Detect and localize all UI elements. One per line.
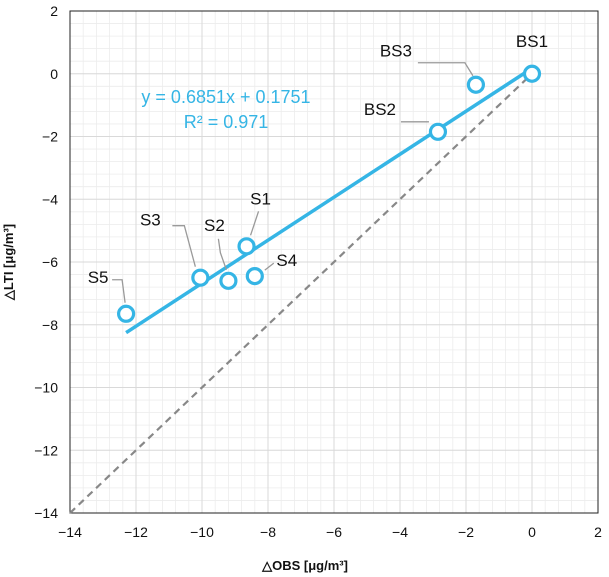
fit-equation: y = 0.6851x + 0.1751 bbox=[141, 87, 310, 107]
y-tick-label: −4 bbox=[42, 191, 58, 207]
point-label: S2 bbox=[204, 216, 225, 235]
point-label: S5 bbox=[88, 268, 109, 287]
point-label: S1 bbox=[250, 189, 271, 208]
y-tick-label: −2 bbox=[42, 129, 58, 145]
r-squared: R² = 0.971 bbox=[184, 112, 269, 132]
y-tick-label: −12 bbox=[34, 442, 58, 458]
data-point bbox=[219, 271, 238, 290]
y-tick-labels: −14 −12 −10 −8 −6 −4 −2 0 2 bbox=[34, 3, 58, 521]
label-leaders bbox=[112, 62, 474, 303]
x-tick-label: −12 bbox=[124, 524, 148, 540]
y-tick-label: −6 bbox=[42, 254, 58, 270]
data-point bbox=[466, 75, 485, 94]
y-tick-label: 0 bbox=[50, 66, 58, 82]
data-point bbox=[245, 267, 264, 286]
point-label: BS1 bbox=[516, 32, 548, 51]
data-point bbox=[522, 64, 542, 83]
y-tick-label: −8 bbox=[42, 317, 58, 333]
y-tick-label: −10 bbox=[34, 380, 58, 396]
point-label: S4 bbox=[276, 251, 297, 270]
x-tick-label: −14 bbox=[58, 524, 82, 540]
reference-line-layer bbox=[69, 72, 533, 514]
x-tick-label: −4 bbox=[392, 524, 408, 540]
data-point bbox=[191, 268, 210, 287]
point-label: BS2 bbox=[364, 100, 396, 119]
y-axis-title: △LTI [μg/m³] bbox=[1, 224, 16, 301]
point-labels: BS1 BS3 BS2 S1 S2 S3 S4 S5 bbox=[88, 32, 548, 287]
x-axis-title: △OBS [μg/m³] bbox=[261, 558, 348, 573]
label-leader-line bbox=[264, 262, 275, 271]
x-tick-label: −6 bbox=[326, 524, 342, 540]
data-point bbox=[237, 237, 256, 256]
point-label: BS3 bbox=[380, 42, 412, 61]
label-leader-line bbox=[249, 211, 260, 236]
plot-frame bbox=[69, 10, 599, 514]
y-tick-label: 2 bbox=[50, 3, 58, 19]
data-points bbox=[116, 64, 542, 323]
x-tick-label: −8 bbox=[260, 524, 276, 540]
x-tick-label: −10 bbox=[190, 524, 214, 540]
label-leader-line bbox=[217, 238, 228, 271]
point-label: S3 bbox=[140, 211, 161, 230]
x-tick-label: −2 bbox=[458, 524, 474, 540]
label-leader-line bbox=[112, 279, 126, 303]
x-tick-labels: −14 −12 −10 −8 −6 −4 −2 0 2 bbox=[58, 524, 602, 540]
one-to-one-reference-line bbox=[69, 72, 533, 514]
label-leader-line bbox=[172, 225, 196, 267]
data-point bbox=[116, 304, 136, 323]
y-tick-label: −14 bbox=[34, 505, 58, 521]
fit-line-layer bbox=[125, 66, 533, 335]
x-tick-label: 2 bbox=[594, 524, 602, 540]
data-point bbox=[428, 122, 448, 141]
regression-line bbox=[125, 66, 533, 335]
label-leader-line bbox=[417, 62, 474, 77]
x-tick-label: 0 bbox=[528, 524, 536, 540]
